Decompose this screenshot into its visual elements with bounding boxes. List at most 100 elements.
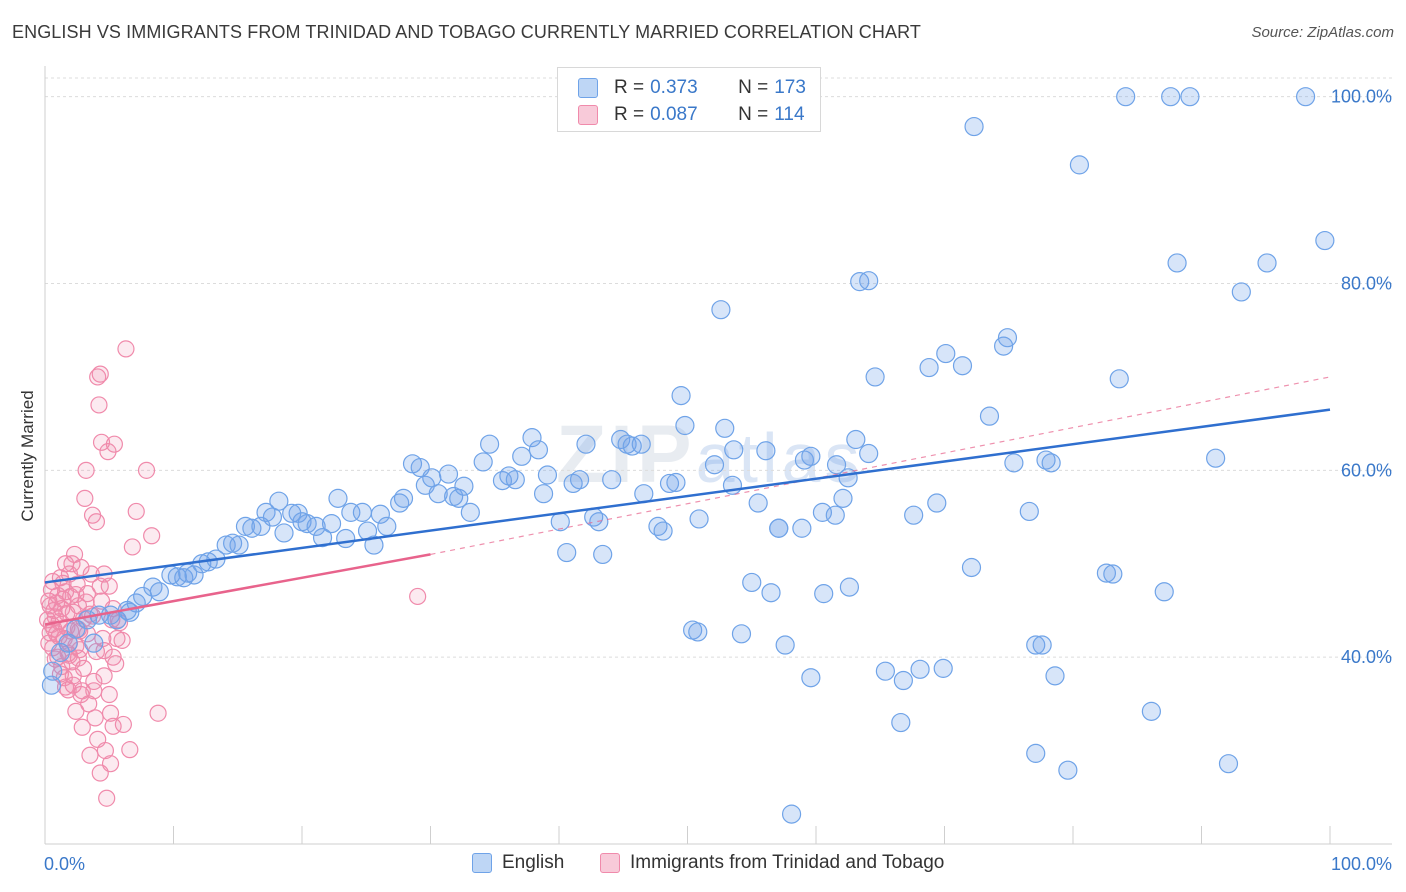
- english-n-label: N =: [738, 77, 769, 98]
- english-point: [184, 565, 204, 585]
- trinidad-n-value: 114: [774, 104, 805, 125]
- trinidad-n-label: N =: [738, 104, 769, 125]
- trinidad-point: [101, 755, 120, 773]
- y-axis-label: Currently Married: [18, 390, 37, 522]
- english-point: [602, 470, 622, 490]
- english-point: [704, 455, 725, 475]
- english-point: [748, 493, 768, 513]
- trinidad-r-value: 0.087: [650, 104, 698, 125]
- english-point: [666, 472, 686, 493]
- trinidad-point: [72, 558, 90, 577]
- y-tick-label: 80.0%: [1341, 274, 1392, 294]
- english-point: [1109, 369, 1129, 389]
- english-point: [321, 513, 342, 534]
- trinidad-point: [107, 655, 125, 673]
- english-point: [742, 572, 762, 593]
- english-point: [1045, 666, 1065, 686]
- english-point: [341, 502, 361, 522]
- english-point: [756, 441, 776, 461]
- trinidad-point: [101, 704, 120, 722]
- english-point: [84, 633, 104, 653]
- english-point: [933, 658, 953, 678]
- english-point: [1058, 760, 1078, 780]
- trinidad-point: [123, 538, 141, 556]
- english-point: [460, 502, 480, 522]
- legend-trinidad-swatch: [600, 853, 620, 873]
- english-point: [537, 465, 558, 485]
- english-point: [781, 804, 802, 824]
- trinidad-point: [95, 642, 113, 660]
- trinidad-point: [77, 593, 95, 611]
- english-point: [919, 357, 939, 378]
- english-point: [528, 440, 549, 460]
- trinidad-point: [127, 502, 145, 521]
- english-point: [671, 386, 691, 406]
- english-point: [814, 584, 834, 604]
- trinidad-point: [73, 718, 91, 736]
- trinidad-trend-line: [44, 553, 431, 626]
- english-point: [512, 446, 532, 466]
- trinidad-point: [98, 789, 116, 807]
- trinidad-point: [143, 527, 161, 545]
- english-point: [1167, 253, 1187, 273]
- english-point: [328, 488, 348, 508]
- english-point: [1315, 230, 1335, 251]
- english-point: [715, 418, 735, 438]
- watermark: ZIPatlas: [556, 408, 863, 502]
- english-point: [997, 328, 1018, 348]
- english-point: [1032, 635, 1052, 655]
- trinidad-point: [87, 513, 106, 531]
- english-point: [964, 116, 984, 137]
- english-point: [43, 661, 63, 681]
- english-point: [370, 504, 390, 524]
- english-point: [1218, 754, 1239, 774]
- english-point: [1180, 87, 1200, 107]
- english-point: [377, 516, 397, 536]
- trinidad-point: [45, 620, 63, 638]
- trinidad-point: [149, 704, 167, 722]
- english-point: [801, 446, 821, 466]
- english-point: [393, 488, 414, 508]
- english-point: [1026, 635, 1046, 655]
- english-point: [269, 491, 289, 511]
- english-point: [893, 670, 913, 691]
- english-point: [952, 356, 973, 376]
- chart-title: ENGLISH VS IMMIGRANTS FROM TRINIDAD AND …: [12, 22, 921, 42]
- trinidad-point: [56, 678, 75, 696]
- english-point: [1004, 453, 1024, 473]
- english-point: [522, 428, 542, 448]
- trinidad-point: [96, 741, 114, 760]
- trinidad-point: [104, 717, 122, 735]
- english-point: [1019, 501, 1039, 522]
- english-point: [1257, 253, 1277, 273]
- source-label: Source: ZipAtlas.com: [1251, 24, 1394, 41]
- trinidad-point: [63, 555, 81, 573]
- x-tick-label-max: 100.0%: [1331, 854, 1392, 874]
- english-point: [1036, 450, 1056, 470]
- english-point: [41, 675, 62, 695]
- y-tick-label: 40.0%: [1341, 647, 1392, 667]
- english-point: [711, 300, 731, 320]
- english-point: [775, 635, 795, 655]
- trinidad-point: [117, 340, 135, 358]
- trinidad-r-label: R =: [614, 104, 645, 125]
- legend-item-english: English: [472, 852, 564, 874]
- legend-row-trinidad: R = 0.087 N = 114: [578, 103, 805, 127]
- legend-row-english: R = 0.373 N = 173: [578, 76, 806, 100]
- english-point: [859, 443, 879, 464]
- english-point: [1103, 564, 1123, 584]
- y-tick-label: 100.0%: [1331, 87, 1392, 107]
- english-point: [576, 434, 596, 454]
- english-point: [801, 668, 821, 688]
- english-point: [653, 521, 673, 541]
- english-swatch: [578, 78, 598, 98]
- legend-trinidad-label: Immigrants from Trinidad and Tobago: [630, 852, 945, 873]
- trinidad-point: [76, 489, 94, 507]
- trinidad-point: [100, 685, 118, 704]
- trinidad-point: [137, 461, 156, 479]
- trinidad-point: [47, 594, 66, 612]
- english-point: [927, 493, 947, 513]
- english-point: [724, 440, 744, 460]
- english-point: [631, 434, 651, 454]
